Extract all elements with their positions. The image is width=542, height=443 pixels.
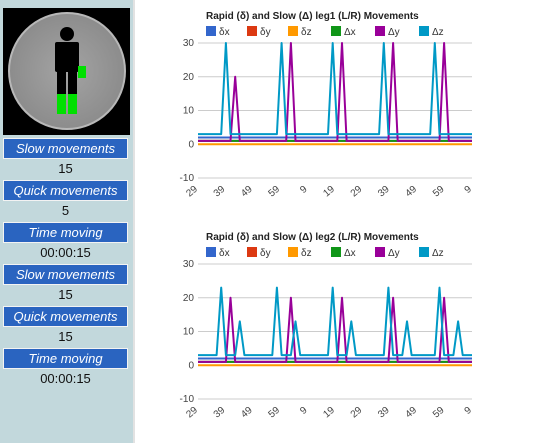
legend-swatch	[331, 247, 341, 257]
legend-swatch	[419, 247, 429, 257]
slow-movements-label: Slow movements	[3, 138, 128, 159]
slow-movements-label-2: Slow movements	[3, 264, 128, 285]
y-tick-label: 0	[188, 360, 194, 371]
legend-label: Δx	[344, 248, 356, 259]
x-tick-label: 39	[376, 184, 392, 200]
x-tick-label: 9	[298, 405, 310, 417]
legend-swatch	[288, 247, 298, 257]
y-tick-label: 0	[188, 139, 194, 150]
slow-movements-value: 15	[58, 161, 73, 176]
x-tick-label: 49	[404, 184, 420, 200]
legend-swatch	[206, 247, 216, 257]
time-moving-label-2: Time moving	[3, 348, 128, 369]
x-tick-label: 29	[349, 184, 365, 200]
x-tick-label: 59	[267, 184, 283, 200]
x-tick-label: 9	[463, 184, 475, 196]
chart-title: Rapid (δ) and Slow (Δ) leg1 (L/R) Moveme…	[206, 11, 419, 22]
legend-label: Δz	[432, 248, 444, 259]
time-moving-label: Time moving	[3, 222, 128, 243]
legend-label: δy	[260, 248, 271, 259]
x-tick-label: 49	[404, 405, 420, 421]
legend-label: Δz	[432, 27, 444, 38]
series-line-5	[198, 42, 472, 136]
legend-label: δy	[260, 27, 271, 38]
x-tick-label: 9	[463, 405, 475, 417]
legend-label: δx	[219, 27, 230, 38]
quick-movements-value: 5	[61, 203, 70, 218]
y-tick-label: 20	[183, 72, 195, 83]
quick-movements-label: Quick movements	[3, 180, 128, 201]
legend-swatch	[247, 247, 257, 257]
series-line-4	[198, 296, 472, 363]
person-icon	[8, 12, 126, 130]
time-moving-value: 00:00:15	[40, 245, 91, 260]
legend-swatch	[375, 247, 385, 257]
x-tick-label: 39	[212, 184, 228, 200]
leg1-chart-svg: Rapid (δ) and Slow (Δ) leg1 (L/R) Moveme…	[180, 11, 475, 200]
legend-label: Δy	[388, 27, 400, 38]
x-tick-label: 49	[239, 184, 255, 200]
x-tick-label: 39	[212, 405, 228, 421]
y-tick-label: 10	[183, 106, 195, 117]
x-tick-label: 19	[321, 184, 337, 200]
x-tick-label: 19	[321, 405, 337, 421]
legend-swatch	[206, 26, 216, 36]
y-tick-label: -10	[180, 394, 195, 405]
legend-label: δz	[301, 248, 312, 259]
chart-title: Rapid (δ) and Slow (Δ) leg2 (L/R) Moveme…	[206, 232, 419, 243]
leg2-chart: Rapid (δ) and Slow (Δ) leg2 (L/R) Moveme…	[135, 226, 542, 441]
series-line-4	[198, 42, 472, 142]
slow-movements-value-2: 15	[58, 287, 73, 302]
legend-swatch	[288, 26, 298, 36]
legend-label: δx	[219, 248, 230, 259]
y-tick-label: 20	[183, 293, 195, 304]
x-tick-label: 29	[349, 405, 365, 421]
body-avatar	[3, 8, 130, 135]
legend-label: δz	[301, 27, 312, 38]
x-tick-label: 49	[239, 405, 255, 421]
panel-divider	[133, 0, 135, 443]
legend-swatch	[375, 26, 385, 36]
legend-swatch	[247, 26, 257, 36]
x-tick-label: 9	[298, 184, 310, 196]
x-tick-label: 59	[431, 405, 447, 421]
legend-swatch	[331, 26, 341, 36]
x-tick-label: 29	[184, 405, 200, 421]
x-tick-label: 39	[376, 405, 392, 421]
y-tick-label: -10	[180, 173, 195, 184]
time-moving-value-2: 00:00:15	[40, 371, 91, 386]
legend-label: Δy	[388, 248, 400, 259]
series-line-5	[198, 286, 472, 357]
legend-swatch	[419, 26, 429, 36]
leg2-chart-svg: Rapid (δ) and Slow (Δ) leg2 (L/R) Moveme…	[180, 232, 475, 421]
x-tick-label: 59	[267, 405, 283, 421]
y-tick-label: 30	[183, 38, 195, 49]
sidebar: Slow movements 15 Quick movements 5 Time…	[0, 0, 133, 443]
legend-label: Δx	[344, 27, 356, 38]
y-tick-label: 10	[183, 327, 195, 338]
y-tick-label: 30	[183, 259, 195, 270]
leg1-chart: Rapid (δ) and Slow (Δ) leg1 (L/R) Moveme…	[135, 5, 542, 220]
x-tick-label: 29	[184, 184, 200, 200]
quick-movements-value-2: 15	[58, 329, 73, 344]
x-tick-label: 59	[431, 184, 447, 200]
quick-movements-label-2: Quick movements	[3, 306, 128, 327]
